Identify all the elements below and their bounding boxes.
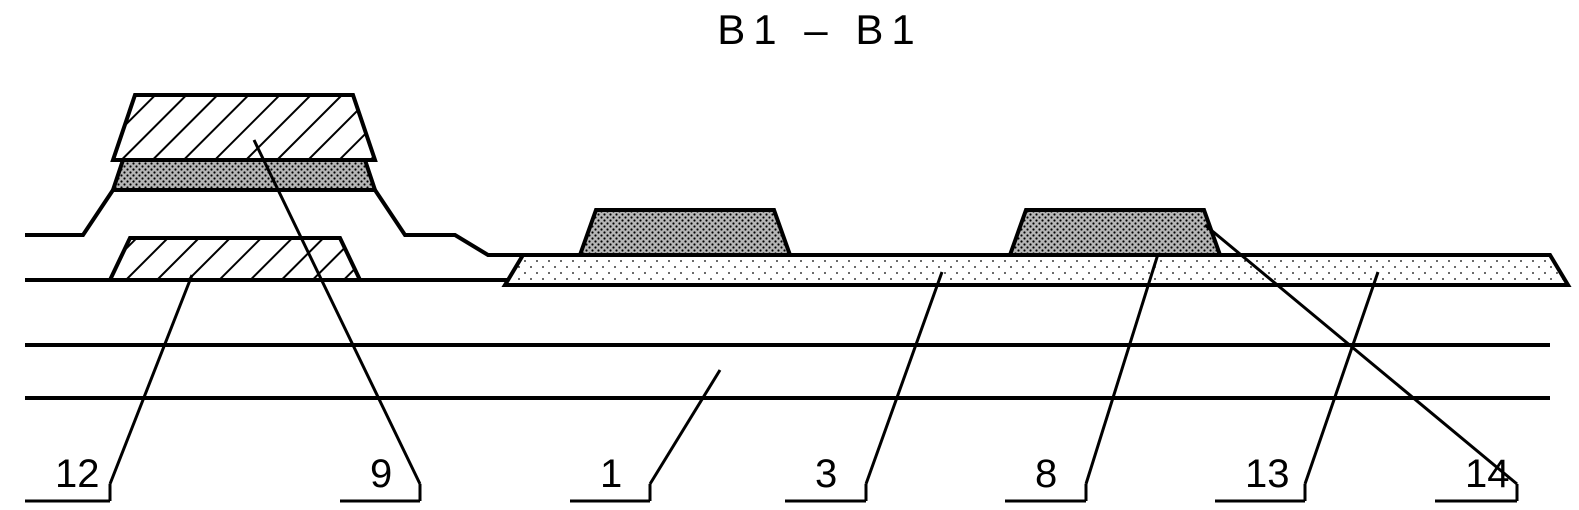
label-8: 8	[1035, 452, 1057, 496]
leaders-group: 1291381314	[25, 140, 1517, 501]
pad-right	[1010, 210, 1220, 255]
label-14: 14	[1465, 452, 1510, 496]
label-3: 3	[815, 452, 837, 496]
label-12: 12	[55, 452, 100, 496]
region-12-hatched	[110, 238, 360, 280]
label-13: 13	[1245, 452, 1290, 496]
label-1: 1	[600, 452, 622, 496]
layer-3-light-dots	[505, 255, 1568, 285]
gate-dark-strip	[113, 160, 375, 190]
region-9-hatched	[113, 95, 375, 160]
label-9: 9	[370, 452, 392, 496]
section-title: B1 – B1	[717, 6, 922, 53]
pad-left	[580, 210, 790, 255]
